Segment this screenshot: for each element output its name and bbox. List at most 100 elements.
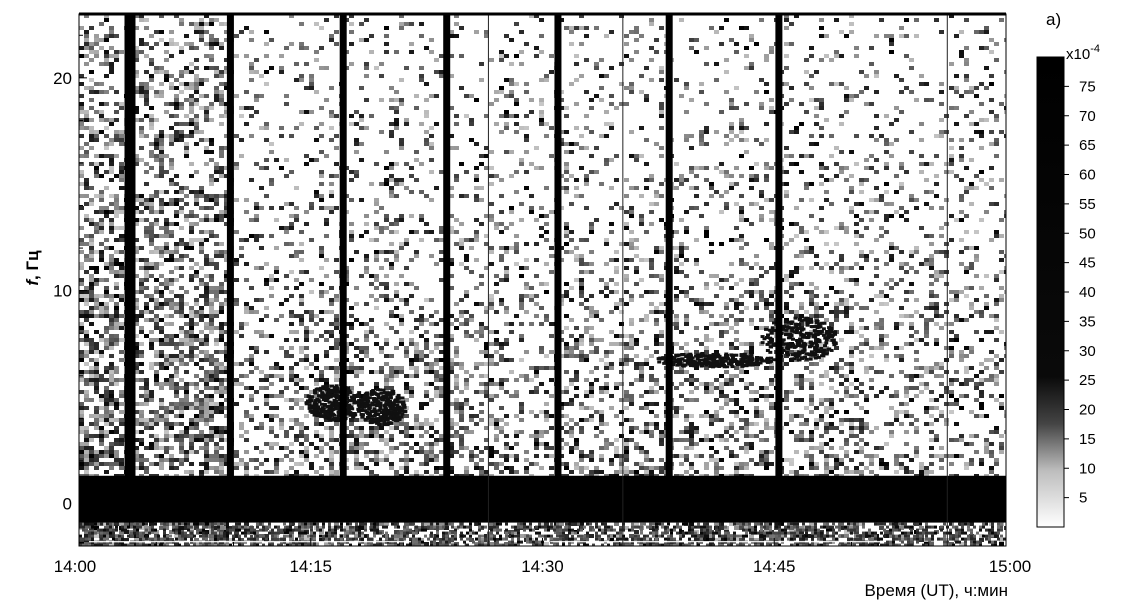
feature-pixel (786, 345, 791, 349)
feature-pixel (387, 399, 392, 403)
feature-pixel (334, 399, 339, 403)
feature-pixel (400, 406, 405, 410)
feature-pixel (360, 415, 365, 419)
feature-pixel (346, 404, 351, 408)
feature-pixel (753, 361, 758, 365)
feature-pixel (313, 400, 318, 404)
colorbar-tick-label: 20 (1079, 402, 1096, 419)
feature-pixel (716, 353, 721, 357)
feature-pixel (317, 400, 322, 404)
feature-pixel (336, 414, 341, 418)
feature-pixel (695, 357, 700, 361)
feature-pixel (388, 396, 393, 400)
feature-pixel (315, 397, 320, 401)
feature-pixel (346, 408, 351, 412)
feature-pixel (684, 354, 689, 358)
feature-pixel (333, 407, 338, 411)
feature-pixel (683, 359, 688, 363)
feature-pixel (680, 353, 685, 357)
feature-pixel (375, 387, 380, 391)
feature-pixel (694, 354, 699, 358)
feature-pixel (399, 415, 404, 419)
colorbar-tick-label: 30 (1079, 343, 1096, 360)
feature-pixel (349, 405, 354, 409)
feature-pixel (384, 410, 389, 414)
feature-pixel (322, 395, 327, 399)
feature-pixel (736, 360, 741, 364)
feature-pixel (315, 413, 320, 417)
feature-pixel (334, 384, 339, 388)
zero-frequency-band (79, 475, 1006, 523)
feature-pixel (711, 352, 716, 356)
feature-pixel (785, 350, 790, 354)
feature-pixel (692, 360, 697, 364)
feature-pixel (765, 358, 770, 362)
feature-pixel (395, 395, 400, 399)
interference-stripes (124, 14, 948, 546)
feature-pixel (317, 394, 322, 398)
feature-pixel (392, 418, 397, 422)
feature-pixel (748, 354, 753, 358)
feature-pixel (677, 357, 682, 361)
feature-pixel (797, 352, 802, 356)
feature-pixel (806, 320, 811, 324)
feature-pixel (804, 316, 809, 320)
feature-pixel (789, 321, 794, 325)
feature-pixel (814, 344, 819, 348)
feature-pixel (756, 363, 761, 367)
feature-pixel (832, 330, 837, 334)
feature-pixel (378, 403, 383, 407)
feature-pixel (804, 357, 809, 361)
feature-pixel (801, 335, 806, 339)
feature-pixel (747, 357, 752, 361)
feature-pixel (387, 402, 392, 406)
feature-pixel (688, 354, 693, 358)
feature-pixel (337, 418, 342, 422)
feature-pixel (702, 358, 707, 362)
feature-pixel (749, 356, 754, 360)
feature-pixel (768, 336, 773, 340)
feature-pixel (758, 361, 763, 365)
feature-pixel (656, 357, 661, 361)
feature-pixel (781, 348, 786, 352)
feature-pixel (737, 362, 742, 366)
feature-pixel (723, 359, 728, 363)
feature-pixel (704, 363, 709, 367)
feature-pixel (820, 321, 825, 325)
feature-pixel (385, 418, 390, 422)
feature-pixel (335, 395, 340, 399)
feature-pixel (699, 358, 704, 362)
feature-pixel (320, 414, 325, 418)
feature-pixel (360, 405, 365, 409)
feature-pixel (802, 346, 807, 350)
y-tick-label: 10 (53, 282, 72, 301)
feature-pixel (692, 364, 697, 368)
feature-pixel (315, 407, 320, 411)
feature-pixel (358, 400, 363, 404)
feature-pixel (327, 400, 332, 404)
feature-pixel (743, 364, 748, 368)
feature-pixel (329, 411, 334, 415)
feature-pixel (383, 403, 388, 407)
feature-pixel (307, 406, 312, 410)
feature-pixel (768, 350, 773, 354)
feature-pixel (688, 352, 693, 356)
y-tick-label: 0 (63, 494, 72, 513)
feature-pixel (799, 319, 804, 323)
plot-area (79, 14, 1006, 546)
feature-pixel (762, 359, 767, 363)
feature-pixel (381, 412, 386, 416)
feature-pixel (740, 364, 745, 368)
feature-pixel (697, 354, 702, 358)
feature-pixel (385, 423, 390, 427)
feature-pixel (784, 328, 789, 332)
feature-pixel (312, 405, 317, 409)
feature-pixel (700, 362, 705, 366)
feature-pixel (348, 413, 353, 417)
feature-pixel (759, 356, 764, 360)
feature-pixel (792, 357, 797, 361)
feature-pixel (801, 350, 806, 354)
feature-pixel (370, 401, 375, 405)
feature-pixel (797, 350, 802, 354)
